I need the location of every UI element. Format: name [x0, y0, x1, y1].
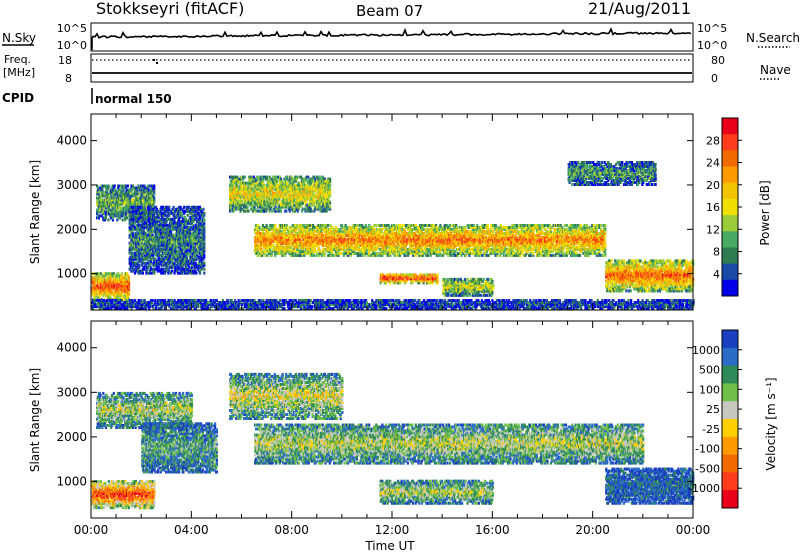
heatmap-cell: [171, 270, 173, 273]
heatmap-cell: [285, 210, 287, 213]
freq-label: Freq.: [4, 53, 31, 66]
heatmap-cell: [142, 214, 144, 217]
nave-tick-top: 80: [711, 54, 725, 67]
heatmap-cell: [329, 178, 331, 181]
cpid-label: CPID: [2, 91, 34, 105]
heatmap-cell: [153, 185, 155, 188]
heatmap-cell: [203, 218, 205, 221]
nsearch-tick-bottom: 10^0: [697, 39, 727, 52]
date-title: 21/Aug/2011: [588, 0, 691, 18]
nave-tick-bottom: 0: [711, 72, 718, 85]
nsky-tick-top: 10^5: [57, 22, 87, 35]
heatmap-cell: [327, 224, 329, 227]
freq-tick-bottom: 8: [65, 72, 72, 85]
freq-panel: [91, 54, 693, 82]
heatmap-cell: [142, 272, 144, 275]
heatmap-cell: [153, 197, 155, 200]
heatmap-cell: [311, 210, 313, 213]
heatmap-cell: [126, 216, 128, 219]
heatmap-cell: [202, 208, 204, 211]
heatmap-cell: [313, 254, 315, 257]
heatmap-cell: [329, 202, 331, 205]
heatmap-cell: [297, 176, 299, 179]
heatmap-cell: [114, 185, 116, 188]
station-title: Stokkseyri (fitACF): [96, 0, 244, 18]
heatmap-cell: [319, 250, 321, 253]
heatmap-cell: [121, 272, 123, 275]
heatmap-cell: [187, 214, 189, 217]
heatmap-cell: [332, 254, 334, 257]
heatmap-cell: [108, 185, 110, 188]
heatmap-cell: [138, 264, 140, 267]
heatmap-cell: [183, 206, 185, 209]
nsearch-label: N.Search: [746, 31, 800, 45]
nsky-label: N.Sky: [2, 31, 36, 45]
heatmap-cell: [329, 188, 331, 191]
heatmap-cell: [148, 218, 150, 221]
heatmap-cell: [203, 268, 205, 271]
heatmap-cell: [280, 210, 282, 213]
heatmap-cell: [107, 218, 109, 221]
nsky-tick-bottom: 10^0: [57, 39, 87, 52]
heatmap-cell: [203, 262, 205, 265]
freq-blip-2: [156, 62, 158, 64]
heatmap-cell: [323, 252, 325, 255]
freq-unit: [MHz]: [3, 66, 35, 79]
heatmap-cell: [127, 185, 129, 188]
heatmap-cell: [203, 254, 205, 257]
freq-tick-top: 18: [58, 54, 72, 67]
heatmap-cell: [247, 210, 249, 213]
nsearch-tick-top: 10^5: [697, 22, 727, 35]
heatmap-cell: [203, 272, 205, 275]
heatmap-cell: [266, 176, 268, 179]
beam-title: Beam 07: [356, 2, 423, 20]
heatmap-cell: [244, 176, 246, 179]
heatmap-cell: [168, 206, 170, 209]
heatmap-cell: [287, 226, 289, 229]
heatmap-cell: [173, 206, 175, 209]
heatmap-cell: [122, 218, 124, 221]
nave-label: Nave: [760, 63, 791, 77]
freq-blip: [153, 59, 155, 61]
heatmap-cell: [203, 212, 205, 215]
heatmap-cell: [247, 206, 249, 209]
heatmap-cell: [141, 206, 143, 209]
cpid-value: normal 150: [95, 92, 172, 106]
heatmap-cell: [329, 206, 331, 209]
heatmap-cell: [128, 276, 130, 279]
power-cells: [91, 161, 695, 310]
nsky-trace: [92, 29, 691, 50]
heatmap-cell: [195, 272, 197, 275]
heatmap-cell: [274, 224, 276, 227]
heatmap-cell: [203, 226, 205, 229]
